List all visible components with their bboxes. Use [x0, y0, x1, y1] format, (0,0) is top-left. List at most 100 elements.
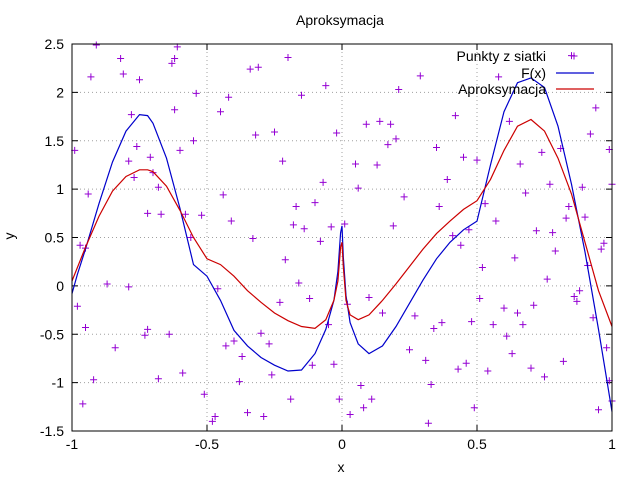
data-point	[219, 191, 227, 199]
data-point	[322, 82, 330, 90]
data-point	[551, 247, 559, 255]
series-1	[71, 41, 616, 427]
series-2	[71, 77, 613, 412]
data-point	[549, 229, 557, 237]
data-point	[454, 365, 462, 373]
data-point	[130, 174, 138, 182]
x-tick-label: -1	[66, 436, 79, 452]
data-point	[465, 226, 473, 234]
series-line	[71, 118, 613, 330]
data-point	[478, 263, 486, 271]
data-point	[530, 301, 538, 309]
data-point	[171, 55, 179, 63]
data-point	[411, 312, 419, 320]
data-point	[176, 146, 184, 154]
data-point	[384, 141, 392, 149]
chart-title: Aproksymacja	[296, 12, 384, 28]
data-point	[438, 319, 446, 327]
legend-label: Punkty z siatki	[457, 48, 546, 64]
data-point	[154, 183, 162, 191]
data-point	[570, 293, 578, 301]
data-point	[433, 144, 440, 152]
data-point	[362, 120, 370, 128]
data-point	[125, 157, 133, 165]
data-point	[133, 143, 141, 151]
data-point	[227, 217, 235, 225]
data-point	[346, 411, 354, 419]
data-point	[416, 72, 424, 80]
legend-label: F(x)	[521, 65, 546, 81]
data-point	[581, 213, 589, 221]
y-tick-label: 2	[56, 84, 64, 100]
data-point	[357, 382, 365, 390]
data-point	[427, 381, 435, 389]
data-point	[522, 189, 530, 197]
data-point	[192, 89, 200, 97]
x-tick-label: 0	[338, 436, 346, 452]
series-line	[71, 77, 613, 412]
data-point	[565, 203, 573, 211]
x-tick-label: -0.5	[195, 436, 219, 452]
data-point	[586, 130, 594, 138]
data-point	[532, 227, 540, 235]
x-tick-label: 1	[608, 436, 616, 452]
data-point	[333, 129, 341, 137]
data-point	[257, 329, 265, 337]
data-point	[298, 91, 305, 99]
data-point	[238, 353, 246, 361]
data-point	[246, 65, 254, 73]
data-point	[400, 193, 408, 201]
data-point	[149, 169, 157, 177]
data-point	[230, 337, 238, 345]
data-point	[541, 373, 548, 381]
data-point	[73, 302, 81, 310]
data-point	[144, 325, 152, 333]
data-point	[249, 234, 257, 242]
data-point	[281, 256, 289, 264]
data-point	[543, 275, 551, 283]
data-point	[392, 135, 400, 143]
data-point	[435, 203, 443, 211]
data-point	[306, 294, 314, 302]
data-point	[457, 241, 465, 249]
y-tick-label: 0	[56, 278, 64, 294]
y-tick-label: 1.5	[45, 133, 65, 149]
data-point	[325, 321, 332, 329]
data-point	[171, 106, 179, 114]
data-point	[190, 137, 197, 145]
data-point	[117, 55, 125, 63]
data-point	[119, 70, 127, 78]
data-point	[503, 332, 511, 340]
grid	[72, 44, 612, 431]
data-point	[330, 360, 338, 368]
data-point	[308, 361, 316, 369]
data-point	[198, 211, 206, 219]
y-axis-ticks: -1.5 -1 -0.5 0 0.5 1 1.5 2 2.5	[40, 36, 612, 439]
data-point	[424, 419, 432, 427]
plot-frame	[71, 43, 613, 432]
data-point	[87, 73, 95, 81]
data-point	[449, 232, 457, 240]
data-point	[168, 59, 176, 67]
data-point	[484, 367, 492, 375]
legend-label: Aproksymacja	[458, 81, 546, 97]
data-point	[368, 395, 376, 403]
data-point	[389, 222, 397, 230]
data-point	[395, 85, 403, 93]
data-point	[538, 148, 546, 156]
data-point	[79, 400, 87, 408]
data-point	[546, 180, 554, 188]
data-point	[422, 356, 430, 364]
data-point	[376, 117, 384, 125]
data-point	[492, 217, 500, 225]
data-point	[214, 285, 222, 293]
data-point	[600, 239, 608, 247]
data-point	[295, 279, 303, 287]
data-point	[430, 324, 438, 332]
data-point	[254, 63, 262, 71]
data-point	[311, 199, 319, 207]
data-point	[527, 364, 535, 372]
data-point	[451, 112, 459, 120]
data-point	[265, 340, 273, 348]
